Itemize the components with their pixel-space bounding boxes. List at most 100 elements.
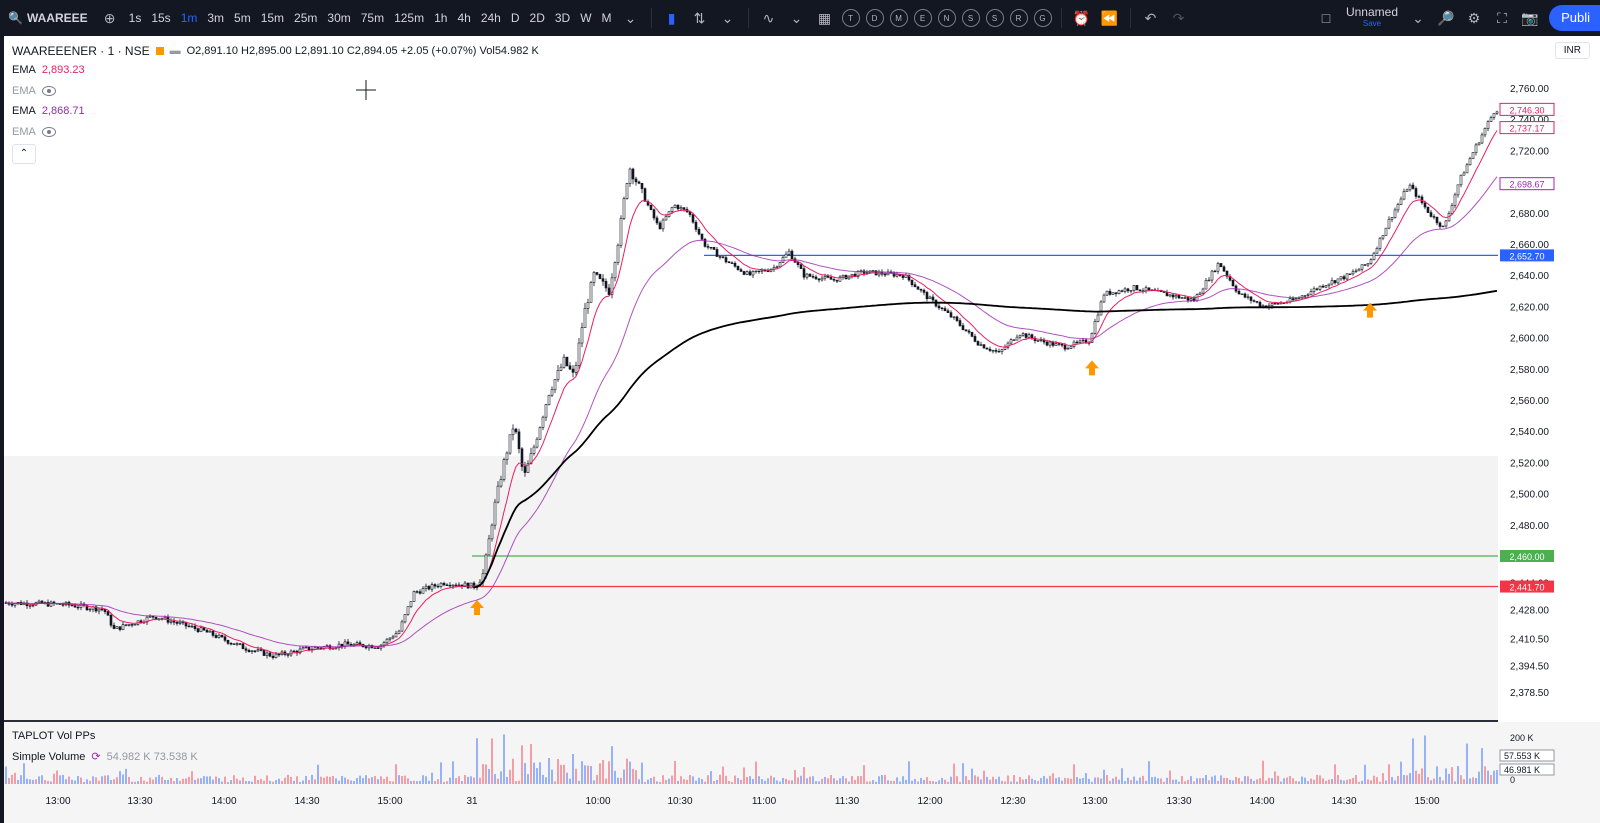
interval-2D[interactable]: 2D xyxy=(529,11,545,25)
symbol-search-button[interactable]: 🔍 WAAREEE xyxy=(0,0,96,36)
volume-bar xyxy=(737,778,739,784)
chevron-down-icon[interactable]: ⌄ xyxy=(1412,9,1424,26)
volume-bar xyxy=(47,780,49,784)
interval-3D[interactable]: 3D xyxy=(554,11,571,25)
fullscreen-icon[interactable]: ⛶ xyxy=(1497,9,1507,26)
price-axis-bg[interactable] xyxy=(1498,36,1600,823)
chart-canvas[interactable]: 2,760.002,740.002,720.002,700.002,680.00… xyxy=(4,36,1600,823)
templates-icon[interactable]: ▦ xyxy=(817,9,832,26)
pane-separator[interactable] xyxy=(4,720,1498,722)
candle-body xyxy=(1336,278,1340,284)
quick-tool-0[interactable]: T xyxy=(841,9,860,27)
x-tick-label: 15:00 xyxy=(1414,796,1439,807)
candle-body xyxy=(94,606,98,612)
flag-icon[interactable] xyxy=(155,47,164,55)
indicator-row[interactable]: EMA 2,868.71 xyxy=(12,105,85,117)
interval-24h[interactable]: 24h xyxy=(480,11,501,25)
quick-tool-1[interactable]: D xyxy=(865,9,884,27)
volume-bar xyxy=(731,781,733,784)
volume-bar xyxy=(1409,773,1411,784)
candle-body xyxy=(814,276,818,280)
interval-1m[interactable]: 1m xyxy=(180,11,198,25)
interval-3m[interactable]: 3m xyxy=(207,11,225,25)
indicator-row[interactable]: EMA 2,893.23 xyxy=(12,64,85,76)
interval-5m[interactable]: 5m xyxy=(234,11,251,25)
volume-bar xyxy=(20,775,22,784)
volume-bar xyxy=(1400,761,1402,784)
interval-4h[interactable]: 4h xyxy=(457,11,471,25)
interval-125m[interactable]: 125m xyxy=(394,11,425,25)
buy-signal-arrow[interactable] xyxy=(470,600,484,616)
y-tick-label: 2,760.00 xyxy=(1510,84,1549,95)
undo-icon[interactable]: ↶ xyxy=(1144,9,1157,26)
chevron-down-icon[interactable]: ⌄ xyxy=(624,9,637,26)
candle-body xyxy=(850,273,854,277)
layout-name-button[interactable]: Unnamed Save xyxy=(1346,6,1398,30)
layout-checkbox-icon[interactable]: □ xyxy=(1321,10,1331,26)
quick-tool-2[interactable]: M xyxy=(889,9,908,27)
eye-hidden-icon[interactable] xyxy=(41,126,56,137)
candle-body xyxy=(736,265,740,270)
volume-bar xyxy=(1157,778,1159,784)
volume-bar xyxy=(272,781,274,784)
interval-1s[interactable]: 1s xyxy=(128,11,142,25)
publish-button[interactable]: Publi xyxy=(1549,5,1600,31)
candle-body xyxy=(487,538,491,556)
chevron-down-icon[interactable]: ⌄ xyxy=(790,9,803,26)
volume-bar xyxy=(101,776,103,784)
indicator-row[interactable]: EMA xyxy=(12,85,56,97)
hide-legend-icon[interactable]: ▬ xyxy=(169,45,181,57)
volume-bar xyxy=(761,779,763,784)
interval-75m[interactable]: 75m xyxy=(360,11,385,25)
quick-tool-6[interactable]: S xyxy=(985,9,1004,27)
replay-icon[interactable]: ⏪ xyxy=(1100,9,1119,26)
compare-add-icon[interactable]: ⊕ xyxy=(103,9,116,26)
candle-body xyxy=(706,246,710,248)
quick-tool-4[interactable]: N xyxy=(937,9,956,27)
quick-tool-8[interactable]: G xyxy=(1033,9,1052,27)
buy-signal-arrow[interactable] xyxy=(1085,360,1099,376)
candle-body xyxy=(193,625,197,629)
bar-style-icon[interactable]: ⇅ xyxy=(693,9,706,26)
interval-M[interactable]: M xyxy=(601,11,612,25)
candle-body xyxy=(223,636,227,641)
interval-1h[interactable]: 1h xyxy=(434,11,448,25)
settings-gear-icon[interactable]: ⚙ xyxy=(1467,9,1481,26)
candle-body xyxy=(247,650,251,652)
interval-W[interactable]: W xyxy=(580,11,592,25)
interval-15s[interactable]: 15s xyxy=(151,11,171,25)
volume-bar xyxy=(452,761,454,784)
candle-body xyxy=(694,221,698,230)
volume-bar xyxy=(1115,776,1117,784)
indicator-row[interactable]: EMA xyxy=(12,126,56,138)
chevron-down-icon[interactable]: ⌄ xyxy=(721,9,734,26)
sync-icon[interactable]: ⟳ xyxy=(91,751,101,763)
quick-tool-7[interactable]: R xyxy=(1009,9,1028,27)
candle-body xyxy=(340,643,344,647)
buy-signal-arrow[interactable] xyxy=(1363,302,1377,318)
quick-tool-5[interactable]: S xyxy=(961,9,980,27)
candle-body xyxy=(265,652,269,656)
alert-clock-icon[interactable]: ⏰ xyxy=(1072,9,1091,26)
interval-30m[interactable]: 30m xyxy=(327,11,351,25)
indicators-icon[interactable]: ∿ xyxy=(762,9,775,26)
eye-hidden-icon[interactable] xyxy=(41,85,56,96)
interval-D[interactable]: D xyxy=(510,11,520,25)
series-price-label: 2,746.30 xyxy=(1509,105,1544,115)
chart-area[interactable]: 2,760.002,740.002,720.002,700.002,680.00… xyxy=(4,36,1600,823)
camera-snapshot-icon[interactable]: 📷 xyxy=(1521,9,1539,26)
volume-bar xyxy=(899,781,901,784)
volume-bar xyxy=(470,776,472,784)
volume-bar xyxy=(1433,778,1435,784)
candle-body xyxy=(1012,339,1016,341)
interval-15m[interactable]: 15m xyxy=(260,11,285,25)
candle-body xyxy=(532,446,536,454)
quick-tool-3[interactable]: E xyxy=(913,9,932,27)
currency-label[interactable]: INR xyxy=(1554,42,1590,59)
candle-body xyxy=(1495,111,1499,114)
candle-style-icon[interactable]: ▮ xyxy=(667,9,676,26)
interval-25m[interactable]: 25m xyxy=(294,11,318,25)
quick-search-icon[interactable]: 🔎 xyxy=(1437,9,1455,26)
volume-bar xyxy=(185,778,187,784)
collapse-legend-button[interactable]: ⌃ xyxy=(12,144,36,164)
